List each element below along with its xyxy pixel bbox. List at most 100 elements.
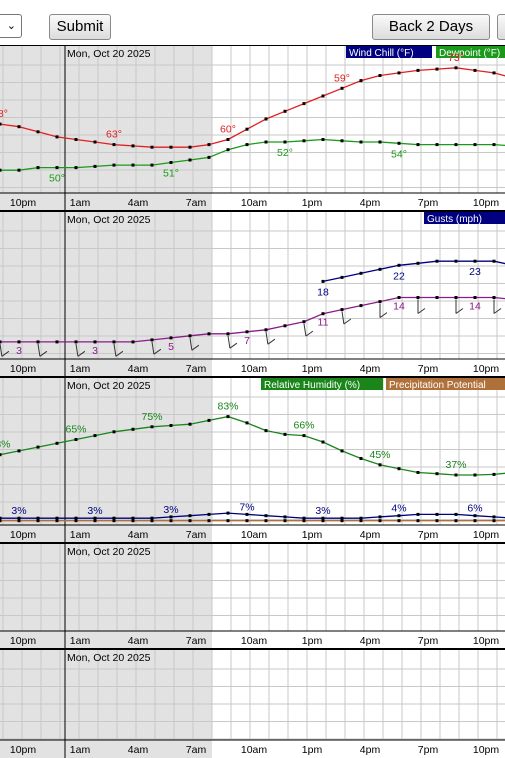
wind-barb bbox=[455, 308, 464, 314]
temperature-point bbox=[188, 145, 192, 149]
location-select[interactable]: ⌄ bbox=[0, 14, 22, 38]
wind-barb bbox=[113, 343, 117, 357]
temperature-point bbox=[150, 145, 154, 149]
temperature-panel: Mon, Oct 20 2025 10pm 1am 4am 7am 10am 1pm 4pm 7… bbox=[0, 45, 505, 211]
relative-humidity-point bbox=[454, 473, 458, 477]
wind-barb bbox=[379, 312, 388, 319]
relative-humidity-data-label: 53% bbox=[0, 439, 11, 451]
relative-humidity-point bbox=[397, 467, 401, 471]
temperature-point bbox=[283, 109, 287, 113]
precipitation-potential-point bbox=[359, 519, 363, 523]
temperature-point bbox=[36, 130, 40, 134]
relative-humidity-point bbox=[74, 438, 78, 441]
relative-humidity-data-label: 45% bbox=[369, 449, 390, 461]
empty-panel-2: Mon, Oct 20 2025 10pm 1am 4am 7am 10am 1pm 4pm 7… bbox=[0, 648, 505, 758]
back-2-days-button[interactable]: Back 2 Days bbox=[372, 14, 490, 40]
legend-swatch bbox=[386, 378, 505, 390]
sky-cover-point bbox=[378, 515, 382, 519]
wind-speed-data-label: 14 bbox=[393, 301, 405, 313]
relative-humidity-point bbox=[207, 418, 211, 422]
wind-speed-point bbox=[264, 328, 268, 332]
sky-cover-point bbox=[359, 516, 363, 520]
precipitation-potential-point bbox=[169, 519, 173, 523]
x-tick-label: 7pm bbox=[418, 529, 439, 541]
wind-speed-data-label: 7 bbox=[244, 335, 250, 347]
wind-speed-point bbox=[112, 340, 116, 344]
dewpoint-point bbox=[17, 168, 21, 172]
wind-speed-point bbox=[245, 330, 249, 334]
wind-barb bbox=[191, 344, 200, 351]
wind-barb bbox=[1, 350, 10, 357]
chevron-down-icon: ⌄ bbox=[6, 20, 16, 32]
temperature-data-label: 63° bbox=[106, 129, 122, 141]
date-label: Mon, Oct 20 2025 bbox=[67, 546, 151, 558]
next-button[interactable] bbox=[497, 14, 505, 40]
wind-speed-point bbox=[0, 340, 2, 344]
dewpoint-point bbox=[473, 143, 477, 147]
dewpoint-point bbox=[435, 143, 439, 147]
legend-entry: Relative Humidity (%) bbox=[264, 380, 360, 391]
relative-humidity-point bbox=[359, 457, 363, 460]
x-tick-label: 7am bbox=[186, 197, 207, 209]
sky-cover-data-label: 3% bbox=[11, 505, 26, 517]
sky-cover-point bbox=[188, 514, 192, 518]
wind-barb bbox=[305, 330, 314, 337]
night-shading bbox=[0, 543, 212, 649]
temperature-data-label: 68° bbox=[0, 108, 8, 120]
temperature-point bbox=[245, 127, 249, 131]
wind-barb bbox=[267, 338, 276, 345]
relative-humidity-point bbox=[283, 432, 287, 436]
temperature-point bbox=[454, 66, 458, 70]
relative-humidity-point bbox=[36, 445, 40, 449]
x-tick-label: 7pm bbox=[418, 197, 439, 209]
relative-humidity-point bbox=[492, 472, 496, 476]
x-tick-label: 1am bbox=[70, 363, 91, 375]
wind-speed-point bbox=[74, 340, 78, 344]
dewpoint-data-label: 50° bbox=[49, 173, 65, 185]
gusts-point bbox=[359, 271, 363, 275]
wind-barb bbox=[417, 308, 426, 314]
sky-cover-point bbox=[0, 516, 2, 520]
precipitation-potential-point bbox=[435, 519, 439, 523]
x-tick-label: 1am bbox=[70, 744, 91, 756]
wind-speed-point bbox=[473, 296, 477, 299]
sky-cover-point bbox=[321, 516, 325, 520]
submit-button[interactable]: Submit bbox=[49, 14, 111, 40]
relative-humidity-point bbox=[150, 425, 154, 429]
temperature-point bbox=[302, 102, 306, 106]
temperature-data-label: 73° bbox=[448, 52, 464, 64]
relative-humidity-point bbox=[340, 449, 344, 453]
temperature-point bbox=[492, 71, 496, 75]
wind-speed-point bbox=[454, 296, 458, 299]
wind-speed-point bbox=[397, 296, 401, 299]
x-tick-label: 4pm bbox=[360, 529, 381, 541]
x-tick-label: 4pm bbox=[360, 197, 381, 209]
wind-speed-point bbox=[302, 320, 306, 324]
dewpoint-point bbox=[264, 140, 268, 144]
temperature-point bbox=[55, 135, 59, 139]
wind-speed-point bbox=[131, 340, 135, 344]
sky-cover-data-label: 3% bbox=[163, 504, 178, 516]
x-tick-label: 10pm bbox=[473, 363, 500, 375]
sky-cover-point bbox=[340, 516, 344, 520]
sky-cover-point bbox=[131, 516, 135, 520]
date-label: Mon, Oct 20 2025 bbox=[67, 380, 151, 392]
precipitation-potential-point bbox=[454, 519, 458, 523]
temperature-point bbox=[74, 138, 78, 141]
x-tick-label: 7am bbox=[186, 635, 207, 647]
x-tick-label: 10am bbox=[241, 197, 268, 209]
gusts-point bbox=[416, 261, 420, 265]
x-tick-label: 10am bbox=[241, 635, 268, 647]
wind-speed-data-label: 5 bbox=[168, 341, 174, 353]
relative-humidity-point bbox=[435, 472, 439, 476]
wind-speed-data-label: 3 bbox=[92, 345, 98, 357]
wind-speed-data-label: 11 bbox=[318, 317, 329, 329]
wind-speed-point bbox=[188, 334, 192, 338]
dewpoint-point bbox=[416, 143, 420, 147]
x-tick-label: 4pm bbox=[360, 363, 381, 375]
x-tick-label: 10am bbox=[241, 529, 268, 541]
x-tick-label: 1pm bbox=[302, 197, 323, 209]
precipitation-potential-point bbox=[188, 519, 192, 523]
wind-panel: Mon, Oct 20 2025 10pm 1am 4am 7am 10am 1pm 4pm 7… bbox=[0, 210, 505, 377]
wind-barb bbox=[303, 323, 307, 337]
